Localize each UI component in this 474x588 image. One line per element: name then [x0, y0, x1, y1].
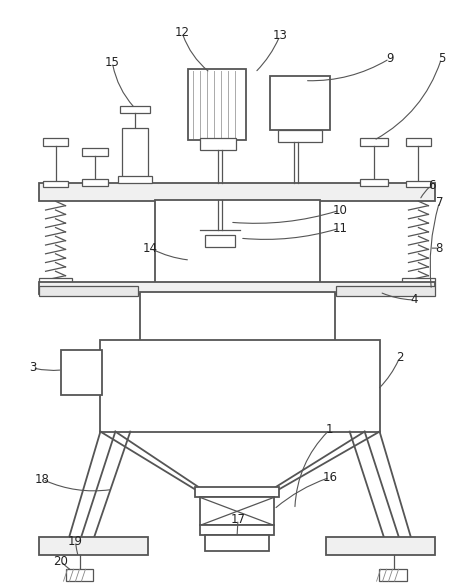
Text: 2: 2: [396, 351, 403, 365]
Text: 1: 1: [326, 423, 334, 436]
Text: 20: 20: [53, 554, 68, 568]
Text: 17: 17: [230, 513, 246, 526]
Bar: [205, 235, 235, 247]
Text: 19: 19: [68, 534, 83, 548]
Text: 18: 18: [35, 473, 50, 486]
Bar: [140, 292, 335, 347]
Bar: [82, 148, 109, 156]
Bar: [200, 497, 274, 525]
Text: 12: 12: [174, 26, 190, 39]
Bar: [405, 181, 431, 188]
Text: 13: 13: [273, 29, 287, 42]
Bar: [200, 138, 236, 151]
Bar: [122, 129, 148, 178]
Text: 8: 8: [436, 242, 443, 255]
Text: 7: 7: [436, 196, 443, 209]
Bar: [401, 278, 436, 286]
Bar: [205, 535, 269, 551]
Bar: [38, 183, 436, 201]
Text: 4: 4: [411, 293, 418, 306]
Bar: [278, 131, 322, 142]
Bar: [360, 179, 388, 186]
Bar: [405, 138, 431, 146]
Bar: [188, 69, 246, 141]
Text: 16: 16: [322, 471, 337, 484]
Bar: [82, 179, 109, 186]
Text: 15: 15: [105, 56, 120, 69]
Bar: [360, 138, 388, 146]
Text: 6: 6: [428, 179, 435, 192]
Bar: [43, 181, 69, 188]
Bar: [118, 176, 152, 183]
Bar: [38, 282, 436, 294]
Bar: [336, 286, 436, 296]
Bar: [379, 569, 407, 581]
Bar: [61, 350, 102, 395]
Text: 14: 14: [143, 242, 158, 255]
Text: 5: 5: [438, 52, 445, 65]
Text: 11: 11: [332, 222, 347, 235]
Bar: [43, 138, 69, 146]
Bar: [195, 487, 279, 497]
Text: 3: 3: [29, 361, 36, 375]
Bar: [65, 569, 93, 581]
Bar: [38, 286, 138, 296]
Bar: [38, 537, 148, 555]
Text: 10: 10: [332, 204, 347, 217]
Bar: [38, 278, 73, 286]
Bar: [155, 201, 320, 285]
Bar: [120, 106, 150, 112]
Bar: [100, 340, 380, 432]
Text: 9: 9: [386, 52, 393, 65]
Bar: [326, 537, 436, 555]
Bar: [270, 76, 330, 131]
Bar: [200, 525, 274, 535]
